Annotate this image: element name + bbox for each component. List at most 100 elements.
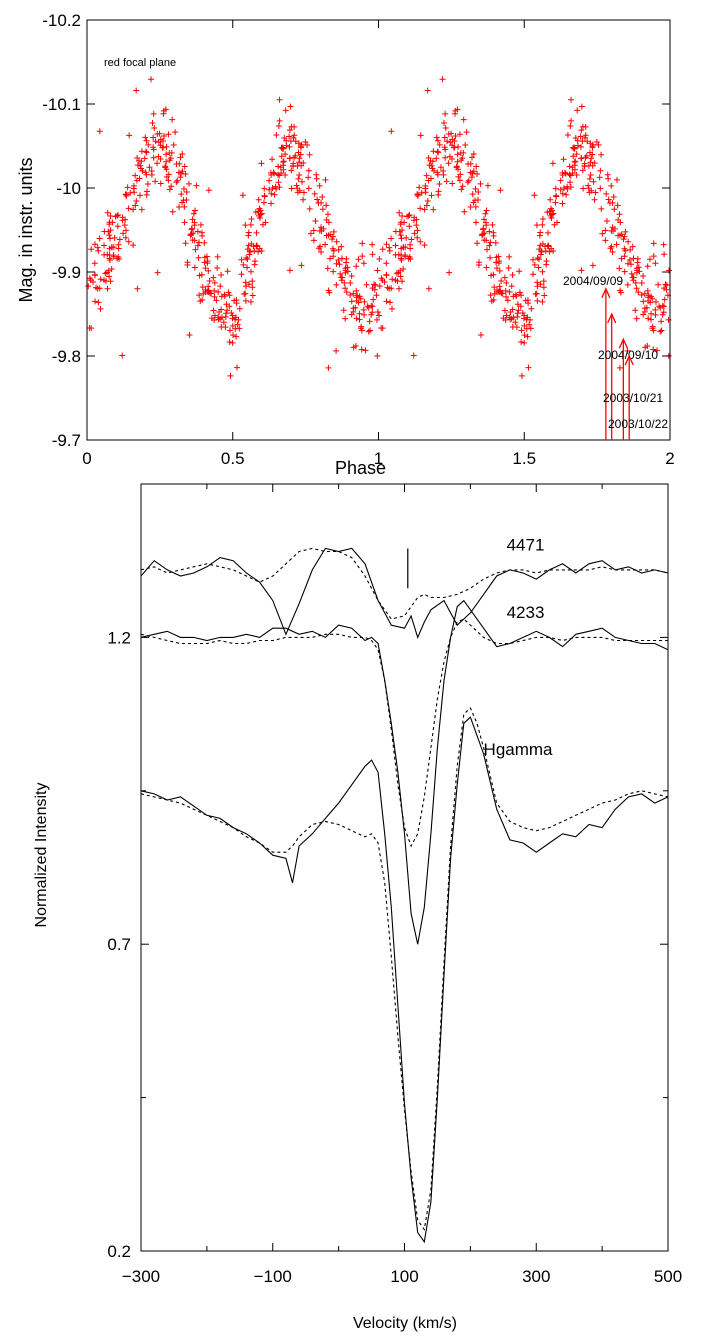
data-point bbox=[421, 242, 428, 249]
data-point bbox=[211, 287, 218, 294]
data-point bbox=[650, 346, 657, 353]
data-point bbox=[234, 321, 241, 328]
data-point bbox=[157, 180, 164, 187]
data-point bbox=[190, 230, 197, 237]
data-point bbox=[506, 253, 513, 260]
data-point bbox=[458, 186, 465, 193]
data-point bbox=[239, 192, 246, 199]
data-point bbox=[493, 259, 500, 266]
data-point bbox=[658, 327, 665, 334]
data-point bbox=[444, 138, 451, 145]
data-point bbox=[433, 134, 440, 141]
data-point bbox=[470, 150, 477, 157]
solid-profile-line bbox=[140, 716, 669, 1244]
data-point bbox=[204, 260, 211, 267]
data-point bbox=[568, 96, 575, 103]
data-point bbox=[518, 292, 525, 299]
data-point bbox=[182, 170, 189, 177]
data-point bbox=[388, 235, 395, 242]
data-point bbox=[115, 245, 122, 252]
data-point bbox=[389, 305, 396, 312]
data-point bbox=[88, 325, 95, 332]
data-point bbox=[137, 192, 144, 199]
data-point bbox=[191, 264, 198, 271]
data-point bbox=[323, 202, 330, 209]
data-point bbox=[572, 134, 579, 141]
data-point bbox=[513, 324, 520, 331]
data-point bbox=[379, 246, 386, 253]
data-point bbox=[160, 110, 167, 117]
data-point bbox=[644, 263, 651, 270]
data-point bbox=[307, 230, 314, 237]
data-point bbox=[423, 172, 430, 179]
data-point bbox=[628, 270, 635, 277]
data-point bbox=[190, 210, 197, 217]
data-point bbox=[491, 290, 498, 297]
data-point bbox=[654, 347, 661, 354]
data-point bbox=[96, 128, 103, 135]
data-point bbox=[369, 285, 376, 292]
data-point bbox=[406, 223, 413, 230]
data-point bbox=[581, 134, 588, 141]
data-point bbox=[126, 132, 133, 139]
data-point bbox=[451, 138, 458, 145]
data-point bbox=[661, 285, 668, 292]
data-point bbox=[490, 229, 497, 236]
data-point bbox=[587, 140, 594, 147]
data-point bbox=[503, 279, 510, 286]
data-point bbox=[376, 283, 383, 290]
data-point bbox=[624, 347, 631, 354]
data-point bbox=[445, 160, 452, 167]
data-point bbox=[215, 316, 222, 323]
data-point bbox=[227, 372, 234, 379]
data-point bbox=[611, 206, 618, 213]
data-point bbox=[446, 153, 453, 160]
data-point bbox=[467, 160, 474, 167]
data-point bbox=[539, 216, 546, 223]
data-point bbox=[154, 269, 161, 276]
data-point bbox=[610, 193, 617, 200]
data-point bbox=[110, 253, 117, 260]
data-point bbox=[294, 189, 301, 196]
data-point bbox=[580, 185, 587, 192]
data-point bbox=[150, 154, 157, 161]
data-point bbox=[324, 211, 331, 218]
data-point bbox=[145, 141, 152, 148]
data-point bbox=[561, 185, 568, 192]
data-point bbox=[422, 185, 429, 192]
data-point bbox=[127, 189, 134, 196]
data-point bbox=[295, 175, 302, 182]
data-point bbox=[427, 175, 434, 182]
data-point bbox=[648, 316, 655, 323]
data-point bbox=[617, 287, 624, 294]
bottom-plot-frame bbox=[140, 483, 669, 1252]
data-point bbox=[430, 148, 437, 155]
data-point bbox=[339, 274, 346, 281]
data-point bbox=[201, 254, 208, 261]
data-point bbox=[392, 277, 399, 284]
data-point bbox=[363, 281, 370, 288]
data-point bbox=[562, 170, 569, 177]
data-point bbox=[121, 222, 128, 229]
data-point bbox=[564, 185, 571, 192]
data-point bbox=[107, 227, 114, 234]
data-point bbox=[608, 227, 615, 234]
data-point bbox=[473, 163, 480, 170]
data-point bbox=[291, 123, 298, 130]
data-point bbox=[621, 268, 628, 275]
data-point bbox=[344, 268, 351, 275]
data-point bbox=[537, 242, 544, 249]
data-point bbox=[487, 254, 494, 261]
data-point bbox=[260, 199, 267, 206]
data-point bbox=[94, 285, 101, 292]
data-point bbox=[330, 253, 337, 260]
data-point bbox=[290, 163, 297, 170]
data-point bbox=[174, 177, 181, 184]
data-point bbox=[290, 134, 297, 141]
dashed-profile-line bbox=[140, 618, 668, 848]
data-point bbox=[585, 182, 592, 189]
bottom-y-tick-label: 0.2 bbox=[107, 1242, 131, 1261]
data-point bbox=[457, 149, 464, 156]
data-point bbox=[524, 333, 531, 340]
data-point bbox=[665, 267, 672, 274]
